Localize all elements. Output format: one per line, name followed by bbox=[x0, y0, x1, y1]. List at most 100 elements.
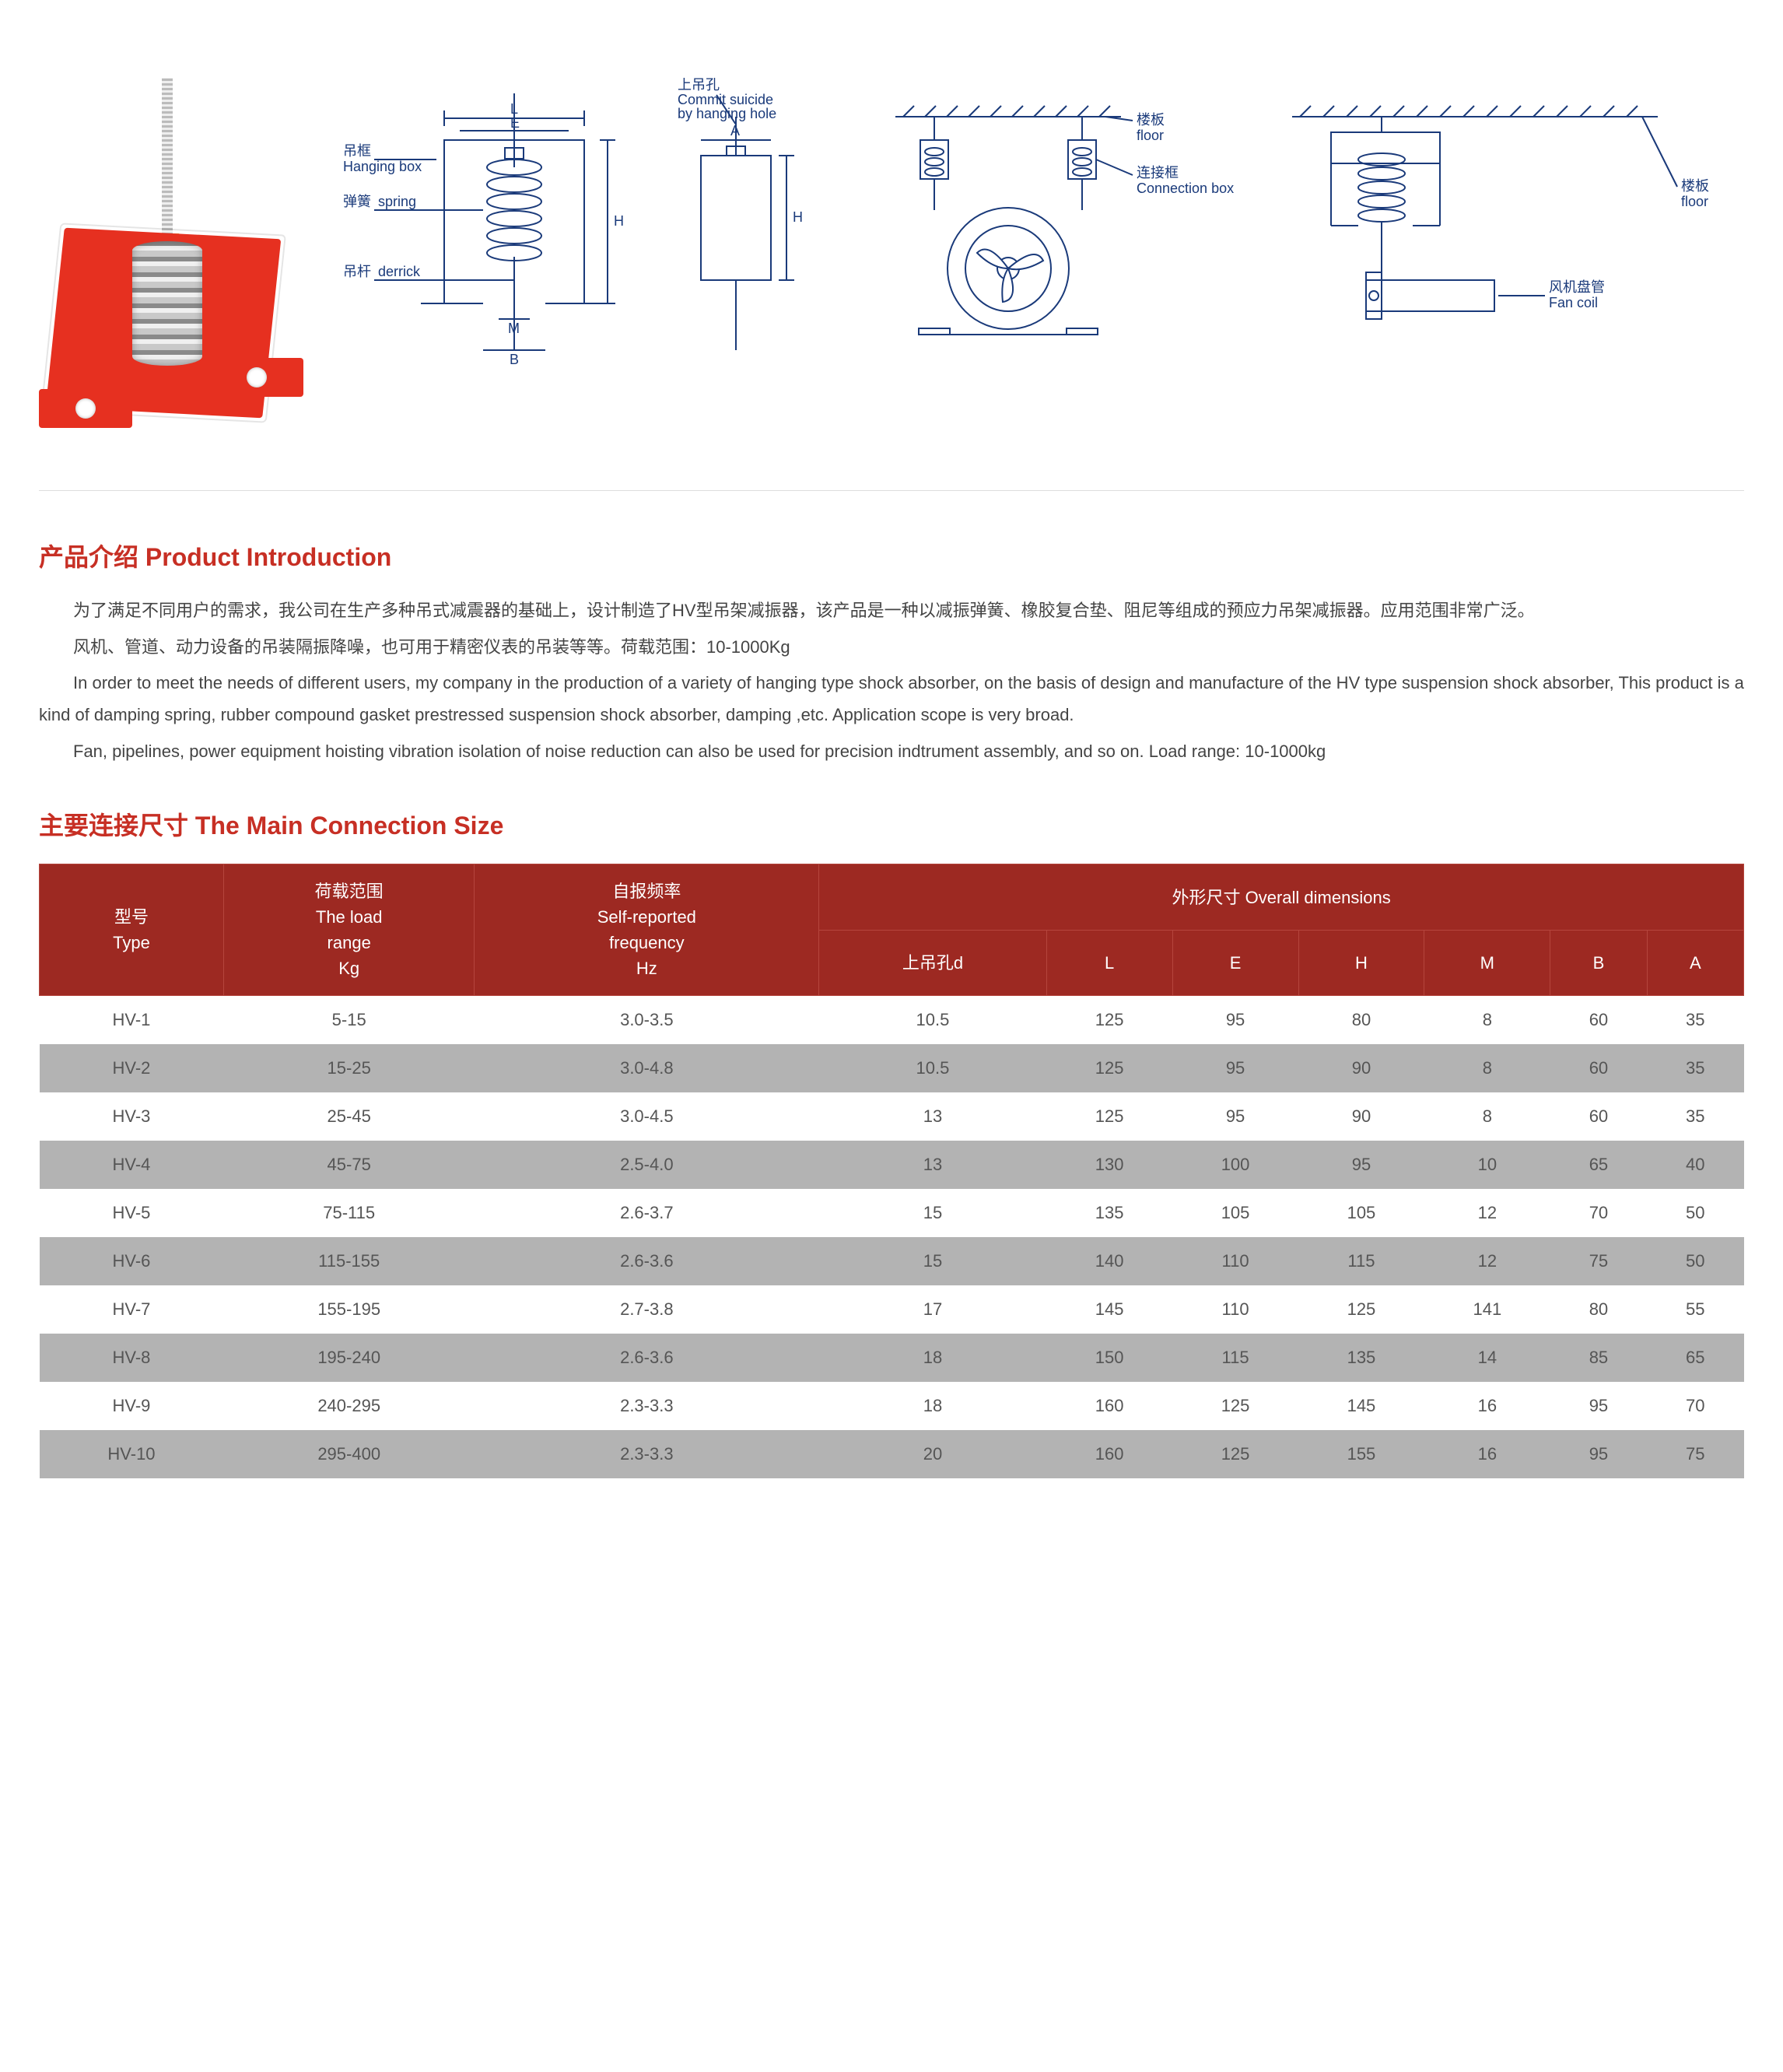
table-cell-M: 8 bbox=[1424, 996, 1550, 1045]
table-cell-A: 55 bbox=[1647, 1285, 1743, 1334]
label-derrick-cn: 吊杆 bbox=[343, 264, 371, 279]
label-hole-cn: 上吊孔 bbox=[678, 78, 720, 93]
table-row: HV-445-752.5-4.01313010095106540 bbox=[40, 1141, 1744, 1189]
th-type: 型号 Type bbox=[40, 864, 224, 996]
table-cell-type: HV-10 bbox=[40, 1430, 224, 1478]
table-row: HV-215-253.0-4.810.5125959086035 bbox=[40, 1044, 1744, 1092]
label-spring-cn: 弹簧 bbox=[343, 194, 371, 209]
table-cell-L: 160 bbox=[1046, 1430, 1172, 1478]
table-cell-M: 16 bbox=[1424, 1430, 1550, 1478]
th-freq: 自报频率 Self-reported frequency Hz bbox=[475, 864, 819, 996]
label-hole-en2: by hanging hole bbox=[678, 106, 776, 121]
spec-table: 型号 Type 荷载范围 The load range Kg 自报频率 Self… bbox=[39, 864, 1744, 1478]
table-cell-type: HV-9 bbox=[40, 1382, 224, 1430]
table-row: HV-6115-1552.6-3.615140110115127550 bbox=[40, 1237, 1744, 1285]
th-load-en2: range bbox=[230, 930, 468, 955]
diagram-row: L E H M B bbox=[39, 31, 1744, 491]
dim-H2: H bbox=[793, 209, 803, 225]
table-cell-L: 130 bbox=[1046, 1141, 1172, 1189]
table-cell-type: HV-5 bbox=[40, 1189, 224, 1237]
table-cell-L: 140 bbox=[1046, 1237, 1172, 1285]
label-floor2-cn: 楼板 bbox=[1681, 178, 1709, 194]
th-type-cn: 型号 bbox=[46, 904, 217, 930]
table-cell-freq: 3.0-4.5 bbox=[475, 1092, 819, 1141]
table-cell-type: HV-4 bbox=[40, 1141, 224, 1189]
table-cell-L: 135 bbox=[1046, 1189, 1172, 1237]
table-cell-M: 12 bbox=[1424, 1237, 1550, 1285]
table-cell-freq: 2.7-3.8 bbox=[475, 1285, 819, 1334]
th-L: L bbox=[1046, 930, 1172, 996]
table-cell-L: 125 bbox=[1046, 1044, 1172, 1092]
th-A: A bbox=[1647, 930, 1743, 996]
table-cell-E: 125 bbox=[1172, 1382, 1298, 1430]
table-cell-A: 50 bbox=[1647, 1189, 1743, 1237]
table-cell-d: 17 bbox=[819, 1285, 1047, 1334]
table-row: HV-325-453.0-4.513125959086035 bbox=[40, 1092, 1744, 1141]
label-floor-en: floor bbox=[1137, 128, 1164, 143]
label-spring-en: spring bbox=[378, 194, 416, 209]
table-cell-A: 65 bbox=[1647, 1334, 1743, 1382]
table-cell-A: 50 bbox=[1647, 1237, 1743, 1285]
table-cell-d: 15 bbox=[819, 1189, 1047, 1237]
th-E: E bbox=[1172, 930, 1298, 996]
table-cell-E: 95 bbox=[1172, 996, 1298, 1045]
table-cell-B: 85 bbox=[1550, 1334, 1647, 1382]
th-freq-en2: frequency bbox=[481, 930, 812, 955]
th-load: 荷载范围 The load range Kg bbox=[223, 864, 475, 996]
th-load-unit: Kg bbox=[230, 955, 468, 981]
table-row: HV-15-153.0-3.510.5125958086035 bbox=[40, 996, 1744, 1045]
table-cell-A: 35 bbox=[1647, 1044, 1743, 1092]
table-cell-A: 40 bbox=[1647, 1141, 1743, 1189]
intro-cn-2: 风机、管道、动力设备的吊装隔振降噪，也可用于精密仪表的吊装等等。荷载范围：10-… bbox=[39, 632, 1744, 664]
table-cell-type: HV-2 bbox=[40, 1044, 224, 1092]
th-freq-cn: 自报频率 bbox=[481, 878, 812, 904]
table-cell-H: 95 bbox=[1298, 1141, 1424, 1189]
intro-en-2: Fan, pipelines, power equipment hoisting… bbox=[39, 736, 1744, 768]
table-cell-E: 110 bbox=[1172, 1237, 1298, 1285]
table-cell-M: 12 bbox=[1424, 1189, 1550, 1237]
table-cell-H: 80 bbox=[1298, 996, 1424, 1045]
table-cell-L: 150 bbox=[1046, 1334, 1172, 1382]
th-load-cn: 荷载范围 bbox=[230, 878, 468, 904]
label-derrick-en: derrick bbox=[378, 264, 421, 279]
label-connection-cn: 连接框 bbox=[1137, 165, 1179, 181]
table-cell-freq: 2.3-3.3 bbox=[475, 1430, 819, 1478]
table-cell-d: 13 bbox=[819, 1141, 1047, 1189]
photo-foot-right bbox=[210, 358, 303, 397]
table-cell-freq: 2.6-3.6 bbox=[475, 1237, 819, 1285]
table-cell-L: 145 bbox=[1046, 1285, 1172, 1334]
table-row: HV-8195-2402.6-3.618150115135148565 bbox=[40, 1334, 1744, 1382]
table-cell-B: 95 bbox=[1550, 1430, 1647, 1478]
table-cell-H: 145 bbox=[1298, 1382, 1424, 1430]
table-cell-M: 16 bbox=[1424, 1382, 1550, 1430]
table-cell-H: 90 bbox=[1298, 1044, 1424, 1092]
table-cell-B: 80 bbox=[1550, 1285, 1647, 1334]
th-M: M bbox=[1424, 930, 1550, 996]
table-cell-load: 45-75 bbox=[223, 1141, 475, 1189]
table-cell-L: 125 bbox=[1046, 1092, 1172, 1141]
label-hanging-box-en: Hanging box bbox=[343, 159, 422, 174]
table-cell-B: 70 bbox=[1550, 1189, 1647, 1237]
table-cell-E: 95 bbox=[1172, 1044, 1298, 1092]
table-cell-E: 95 bbox=[1172, 1092, 1298, 1141]
table-cell-d: 18 bbox=[819, 1334, 1047, 1382]
table-cell-H: 125 bbox=[1298, 1285, 1424, 1334]
product-intro-heading: 产品介绍 Product Introduction bbox=[39, 538, 1744, 573]
table-cell-freq: 2.6-3.7 bbox=[475, 1189, 819, 1237]
table-cell-load: 75-115 bbox=[223, 1189, 475, 1237]
table-cell-d: 10.5 bbox=[819, 996, 1047, 1045]
technical-diagrams: L E H M B bbox=[342, 78, 1744, 373]
table-cell-freq: 2.3-3.3 bbox=[475, 1382, 819, 1430]
table-cell-E: 105 bbox=[1172, 1189, 1298, 1237]
photo-foot-left bbox=[39, 389, 132, 428]
table-cell-E: 100 bbox=[1172, 1141, 1298, 1189]
table-cell-type: HV-7 bbox=[40, 1285, 224, 1334]
th-B: B bbox=[1550, 930, 1647, 996]
dim-E: E bbox=[510, 115, 520, 131]
label-fancoil-cn: 风机盘管 bbox=[1549, 279, 1605, 295]
table-cell-d: 20 bbox=[819, 1430, 1047, 1478]
table-cell-freq: 2.5-4.0 bbox=[475, 1141, 819, 1189]
table-cell-d: 18 bbox=[819, 1382, 1047, 1430]
th-dims-group: 外形尺寸 Overall dimensions bbox=[819, 864, 1744, 931]
spec-table-body: HV-15-153.0-3.510.5125958086035HV-215-25… bbox=[40, 996, 1744, 1479]
